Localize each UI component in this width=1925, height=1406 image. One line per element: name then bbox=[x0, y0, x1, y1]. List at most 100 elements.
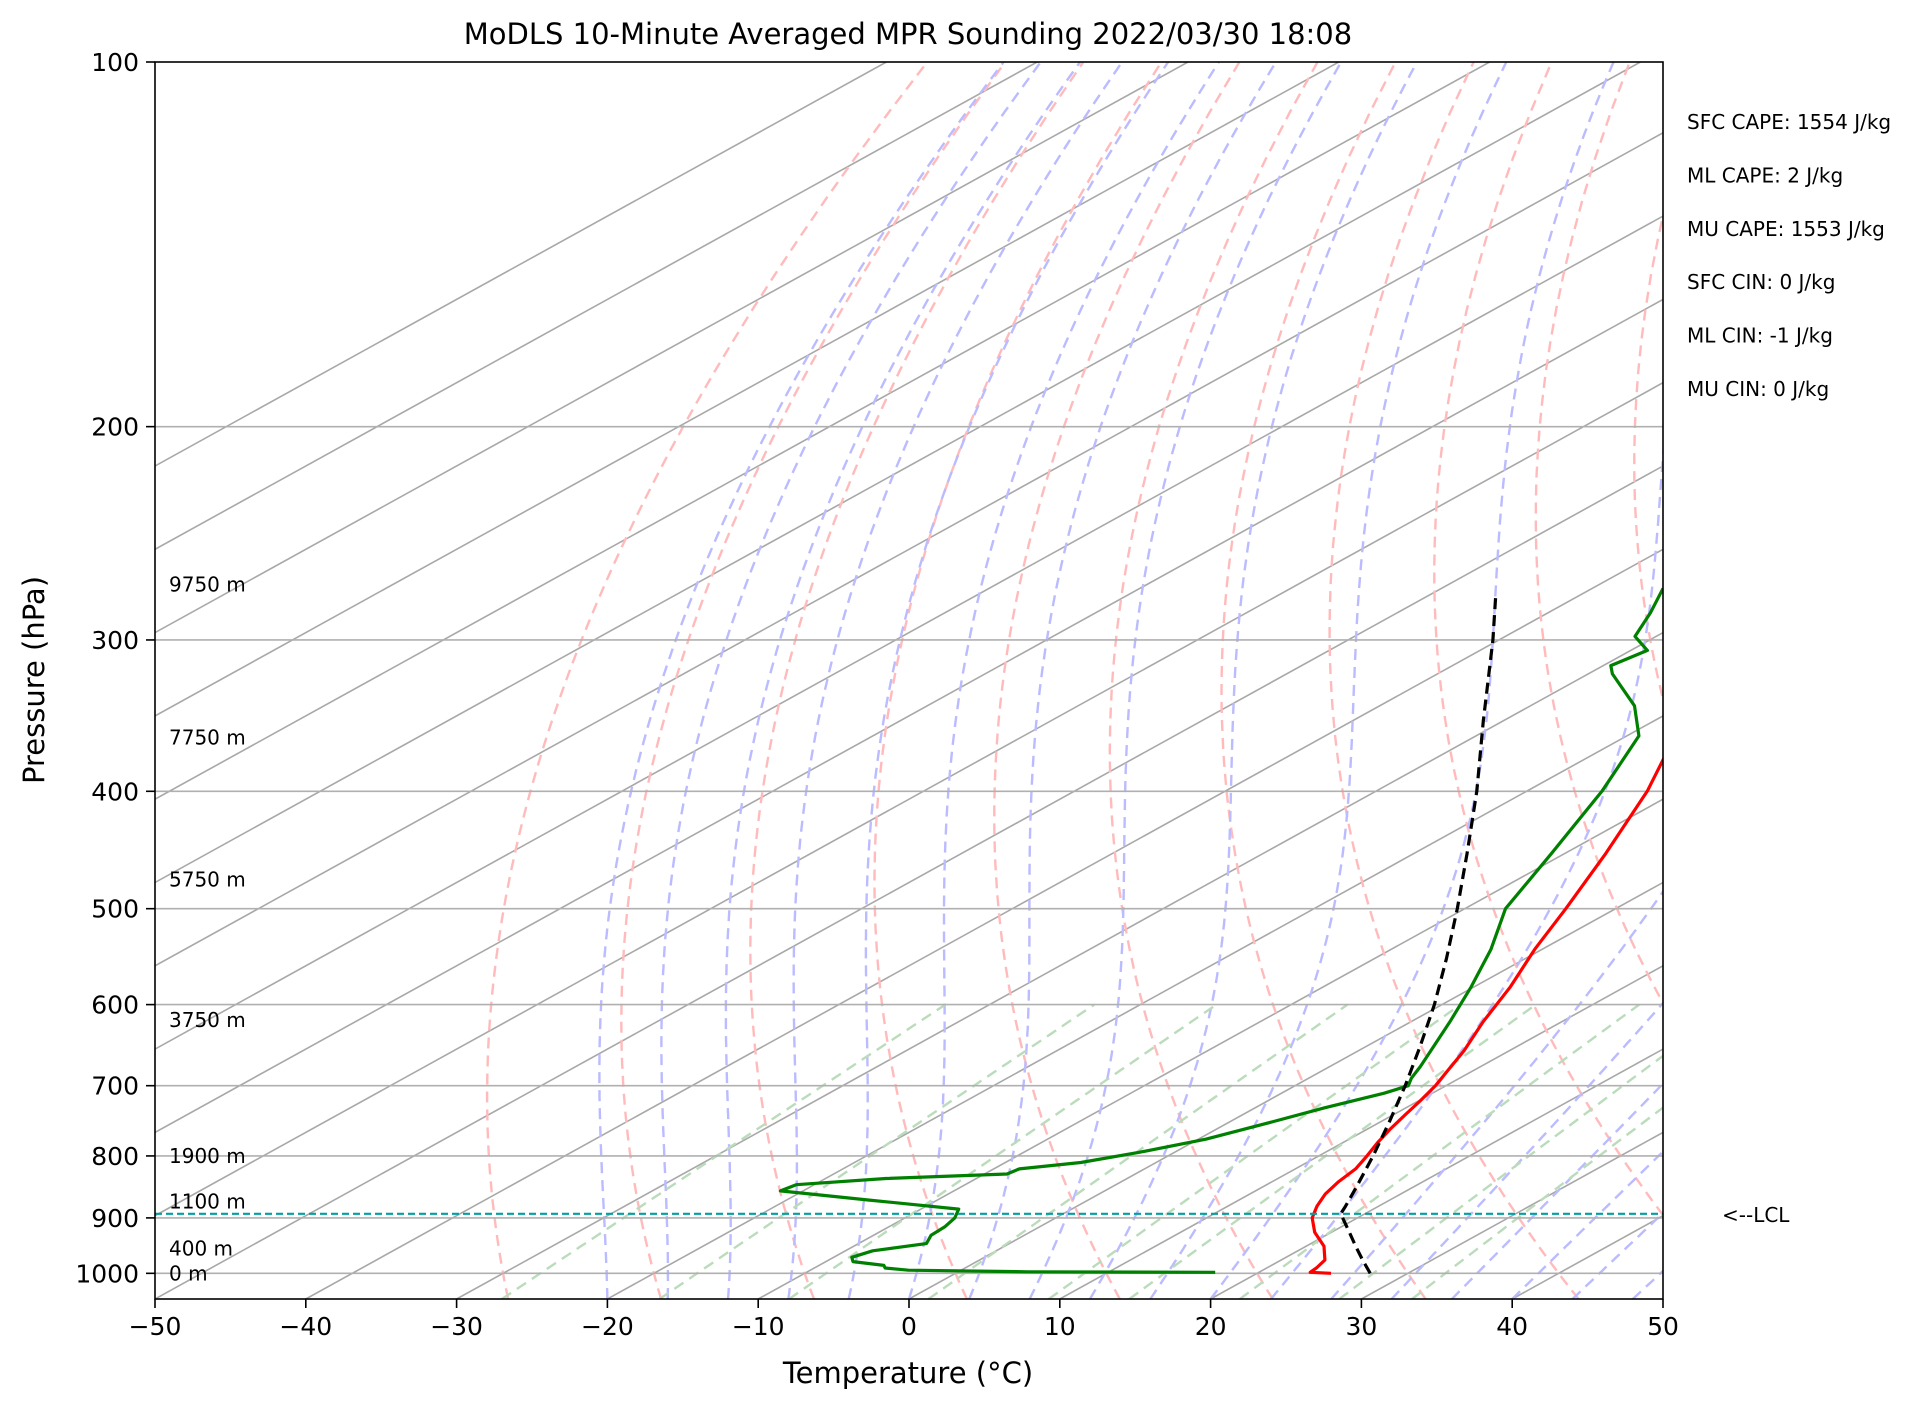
thermo-annotation: SFC CAPE: 1554 J/kg bbox=[1687, 110, 1891, 134]
dry-adiabat-line bbox=[1220, 62, 1427, 1299]
y-tick-label: 400 bbox=[91, 777, 139, 806]
moist-adiabat-line bbox=[1028, 62, 1343, 1299]
isotherm-line bbox=[305, 548, 1663, 1299]
thermo-annotation: MU CAPE: 1553 J/kg bbox=[1687, 217, 1885, 241]
mixing-ratio-line bbox=[501, 1003, 947, 1299]
height-label: 7750 m bbox=[169, 725, 246, 749]
x-tick-label: −20 bbox=[581, 1312, 634, 1341]
y-axis-ticks: 100 200 300 400 500 600 700 800 900 1000 bbox=[75, 48, 155, 1288]
isotherm-line bbox=[1210, 1048, 1663, 1299]
height-label: 0 m bbox=[169, 1261, 208, 1285]
background-lines bbox=[155, 62, 1925, 1299]
y-tick-label: 500 bbox=[91, 895, 139, 924]
x-tick-label: 40 bbox=[1496, 1312, 1528, 1341]
mixing-ratio-line bbox=[658, 1003, 1095, 1299]
dry-adiabat-line bbox=[1633, 210, 1663, 704]
x-tick-label: 0 bbox=[901, 1312, 917, 1341]
lcl-label: <--LCL bbox=[1722, 1203, 1790, 1227]
y-tick-label: 600 bbox=[91, 991, 139, 1020]
isotherm-line bbox=[757, 798, 1663, 1299]
y-tick-label: 100 bbox=[91, 48, 139, 77]
y-tick-label: 700 bbox=[91, 1072, 139, 1101]
x-tick-label: 50 bbox=[1647, 1312, 1679, 1341]
isotherm-line bbox=[155, 298, 1663, 1134]
mixing-ratio-line bbox=[788, 1003, 1218, 1299]
y-axis-label: Pressure (hPa) bbox=[17, 576, 51, 784]
moist-adiabat-line bbox=[907, 62, 1220, 1299]
thermo-annotation: ML CIN: -1 J/kg bbox=[1687, 324, 1833, 348]
moist-adiabat-line bbox=[1571, 1211, 1663, 1299]
x-tick-label: 20 bbox=[1195, 1312, 1227, 1341]
moist-adiabat-line bbox=[1209, 62, 1615, 1299]
isotherm-line bbox=[155, 62, 1189, 634]
thermo-annotation: MU CIN: 0 J/kg bbox=[1687, 377, 1829, 401]
isotherm-line bbox=[155, 131, 1663, 967]
dry-adiabat-line bbox=[873, 62, 1163, 1299]
isotherm-line bbox=[1814, 62, 1925, 1299]
dry-adiabat-line bbox=[993, 62, 1241, 1299]
isotherm-line bbox=[155, 215, 1663, 1051]
dry-adiabat-line bbox=[1328, 62, 1580, 1299]
x-tick-label: −30 bbox=[430, 1312, 483, 1341]
moist-adiabat-line bbox=[787, 62, 1124, 1299]
moist-adiabat-line bbox=[1269, 442, 1663, 1299]
moist-adiabat-line bbox=[968, 62, 1277, 1299]
dry-adiabat-line bbox=[749, 62, 1085, 1299]
mixing-ratio-line bbox=[1338, 1054, 1663, 1299]
isotherm-line bbox=[456, 631, 1663, 1299]
moist-adiabat-line bbox=[724, 62, 1081, 1299]
isotherm-line bbox=[155, 62, 1641, 884]
isotherm-line bbox=[1662, 1298, 1663, 1299]
y-tick-label: 800 bbox=[91, 1142, 139, 1171]
isotherm-line bbox=[155, 62, 1490, 801]
chart-title: MoDLS 10-Minute Averaged MPR Sounding 20… bbox=[464, 17, 1352, 51]
thermo-annotation: SFC CIN: 0 J/kg bbox=[1687, 270, 1835, 294]
x-tick-label: 30 bbox=[1345, 1312, 1377, 1341]
height-label: 1100 m bbox=[169, 1189, 246, 1213]
dry-adiabat-line bbox=[1433, 62, 1663, 1217]
dry-adiabat-line bbox=[1913, 62, 1925, 1299]
height-label: 1900 m bbox=[169, 1144, 246, 1168]
thermo-annotations: SFC CAPE: 1554 J/kg ML CAPE: 2 J/kg MU CAP… bbox=[1687, 110, 1891, 401]
isotherm-line bbox=[1361, 1131, 1663, 1299]
y-tick-label: 200 bbox=[91, 413, 139, 442]
isotherm-line bbox=[155, 62, 1340, 717]
parcel-line bbox=[1339, 594, 1498, 1275]
x-axis-ticks: −50 −40 −30 −20 −10 0 10 20 30 40 50 bbox=[129, 1299, 1679, 1341]
plot-frame bbox=[154, 61, 1664, 1300]
mixing-ratio-line bbox=[1239, 1003, 1640, 1299]
dry-adiabat-line bbox=[1730, 62, 1925, 1299]
x-tick-label: 10 bbox=[1044, 1312, 1076, 1341]
isotherm-line bbox=[607, 714, 1663, 1299]
y-tick-label: 300 bbox=[91, 626, 139, 655]
y-tick-label: 1000 bbox=[75, 1259, 139, 1288]
mixing-ratio-line bbox=[927, 1003, 1349, 1299]
height-label: 5750 m bbox=[169, 867, 246, 891]
dry-adiabat-line bbox=[485, 62, 929, 1299]
height-label: 400 m bbox=[169, 1237, 233, 1261]
mixing-ratio-line bbox=[1128, 1003, 1537, 1299]
moist-adiabat-line bbox=[1390, 1001, 1663, 1299]
mixing-ratio-line bbox=[1048, 1003, 1462, 1299]
x-tick-label: −50 bbox=[129, 1312, 182, 1341]
moist-adiabat-line bbox=[1451, 1081, 1663, 1299]
moist-adiabat-line bbox=[1088, 62, 1418, 1299]
dewpoint-line bbox=[778, 587, 1663, 1274]
isotherm-line bbox=[155, 465, 1663, 1299]
moist-adiabat-line bbox=[1631, 1269, 1663, 1299]
x-axis-label: Temperature (°C) bbox=[782, 1356, 1033, 1390]
thermo-annotation: ML CAPE: 2 J/kg bbox=[1687, 163, 1843, 187]
moist-adiabat-line bbox=[1330, 889, 1663, 1299]
dry-adiabat-line bbox=[620, 62, 1007, 1299]
x-tick-label: −10 bbox=[732, 1312, 785, 1341]
moist-adiabat-line bbox=[1149, 62, 1508, 1299]
height-label: 3750 m bbox=[169, 1008, 246, 1032]
profile-lines bbox=[155, 587, 1663, 1275]
isotherm-line bbox=[155, 62, 1038, 551]
isotherm-line bbox=[1511, 1214, 1663, 1299]
y-tick-label: 900 bbox=[91, 1204, 139, 1233]
height-label: 9750 m bbox=[169, 573, 246, 597]
